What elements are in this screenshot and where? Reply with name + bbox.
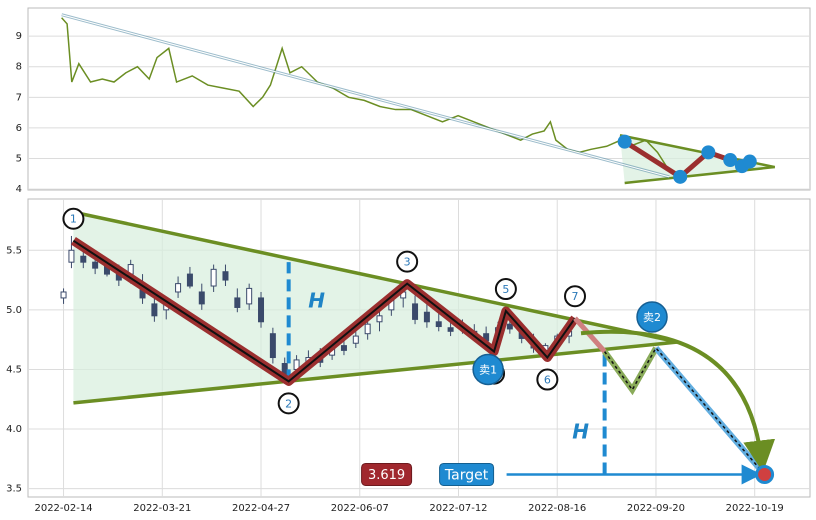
pattern-point [617,134,632,149]
candle-body [364,323,371,335]
y-tick-label: 8 [16,62,22,73]
pattern-label: 2 [285,397,292,410]
y-tick-label: 7 [16,92,22,103]
target-point [755,464,775,484]
candle-body [92,261,99,269]
candle-body [258,297,265,323]
pattern-label: 1 [70,213,77,226]
sell-marker [636,301,668,333]
candle-body [186,273,193,287]
candle-body [435,321,442,328]
x-tick-label: 2022-04-27 [232,503,290,514]
sell-label: 卖1 [479,363,497,376]
y-tick-label: 4 [16,184,22,195]
target-box [439,462,495,486]
pattern-point [277,392,300,415]
candle-body [234,297,241,308]
candle-body [412,303,419,320]
pattern-point [494,278,517,301]
target-text: Target [444,467,489,483]
candle-body [269,333,276,359]
y-tick-label: 6 [16,123,22,134]
candle-body [447,327,454,332]
x-tick-label: 2022-08-16 [528,503,586,514]
y-tick-label: 4.5 [6,364,22,375]
pattern-point [536,368,559,391]
candle-body [506,323,513,330]
pattern-point [396,250,419,273]
candle-body [175,283,182,293]
pattern-point [62,207,85,230]
candle-body [423,311,430,323]
pattern-label: 6 [544,374,551,387]
y-tick-label: 3.5 [6,484,22,495]
y-tick-label: 5.5 [6,245,22,256]
candle-body [246,287,253,305]
candle-body [222,271,229,281]
y-tick-label: 4.0 [6,424,22,435]
pattern-point [742,154,757,169]
candle-body [68,249,75,263]
candle-body [352,335,359,344]
x-tick-label: 2022-09-20 [627,503,685,514]
pattern-label: 3 [404,256,411,269]
y-tick-label: 5.0 [6,305,22,316]
projection-lead [573,316,607,354]
x-tick-label: 2022-07-12 [429,503,487,514]
pattern-point [723,153,738,168]
trend-line-inner [61,14,670,178]
x-tick-label: 2022-03-21 [133,503,191,514]
x-tick-label: 2022-10-19 [726,503,784,514]
height-label: H [308,288,325,312]
target-value-box [361,462,413,486]
sell-label: 卖2 [643,311,661,324]
candle-body [60,291,67,299]
triangle-lower [624,165,775,185]
sell-marker [472,353,504,386]
x-tick-label: 2022-02-14 [34,503,92,514]
pattern-point [673,169,688,184]
candle-body [198,291,205,305]
pattern-point [564,285,587,308]
pattern-point [701,145,716,160]
curve-arrow [580,329,776,473]
candle-body [376,315,383,323]
candle-body [210,268,217,287]
y-tick-label: 5 [16,153,22,164]
pattern-label: 5 [502,283,509,296]
candle-body [340,345,347,351]
y-tick-label: 9 [16,31,22,42]
height-label: H [572,420,589,444]
x-tick-label: 2022-06-07 [331,503,389,514]
pattern-zigzag-core [72,239,576,383]
target-value: 3.619 [368,468,405,483]
triangle-lower [73,340,678,405]
pattern-label: 7 [572,290,579,303]
candle-body [151,303,158,317]
candle-body [80,255,87,263]
